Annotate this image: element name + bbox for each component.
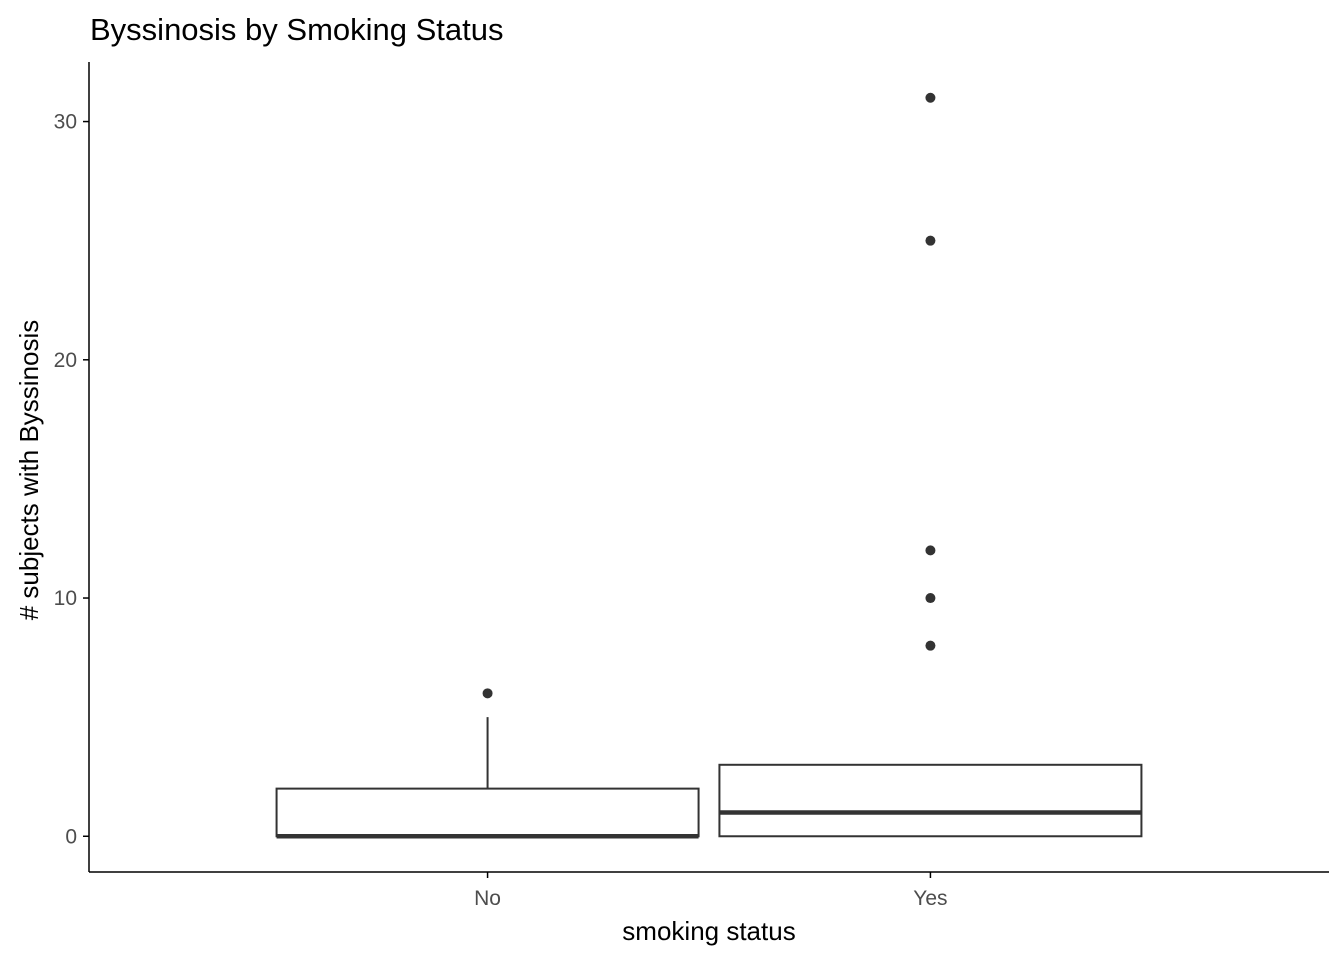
box-iqr: [275, 787, 700, 838]
box-yes: [718, 92, 1143, 838]
outlier-point: [925, 92, 936, 103]
y-tick-label: 0: [65, 825, 77, 848]
outlier-point: [925, 593, 936, 604]
outlier-point: [925, 640, 936, 651]
boxes: [275, 92, 1143, 839]
x-tick-label: No: [474, 887, 501, 910]
x-axis-label: smoking status: [622, 916, 795, 946]
y-tick-label: 20: [54, 349, 77, 372]
box-iqr: [718, 763, 1143, 838]
chart-title: Byssinosis by Smoking Status: [90, 12, 504, 47]
y-axis-label: # subjects with Byssinosis: [14, 320, 44, 621]
x-ticks: No Yes: [474, 872, 948, 910]
outlier-point: [925, 545, 936, 556]
outlier-point: [482, 688, 493, 699]
x-tick-label: Yes: [913, 887, 947, 910]
y-tick-label: 10: [54, 587, 77, 610]
outlier-point: [925, 235, 936, 246]
y-tick-label: 30: [54, 111, 77, 134]
y-ticks: 0 10 20 30: [54, 111, 89, 848]
box-no: [275, 688, 700, 839]
axes: [88, 62, 1329, 873]
